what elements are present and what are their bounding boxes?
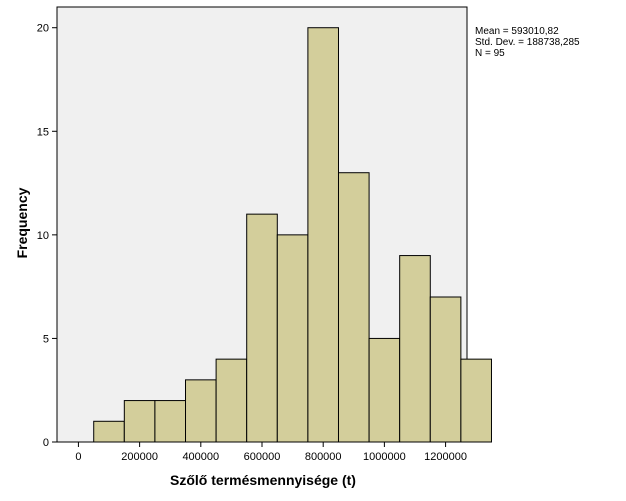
histogram-bar: [93, 420, 125, 443]
axes: 0 5 10 15 20 0 200000 400000 600000 800000 1000000…: [37, 23, 467, 463]
histogram-bar: [368, 337, 401, 443]
histogram-bar: [246, 213, 278, 443]
histogram-bar: [215, 358, 248, 443]
x-tick-label: 1000000: [363, 451, 406, 463]
x-tick-label: 600000: [244, 451, 281, 463]
stats-mean: Mean = 593010,82: [475, 26, 559, 37]
x-tick-label: 800000: [305, 451, 342, 463]
histogram-bars: [93, 27, 492, 443]
y-tick-label: 0: [43, 437, 49, 449]
x-tick-label: 200000: [121, 451, 158, 463]
x-axis-title: Szőlő termésmennyisége (t): [170, 472, 356, 488]
stats-n: N = 95: [475, 48, 505, 59]
histogram-bar: [460, 358, 492, 443]
x-tick-label: 0: [75, 451, 81, 463]
stats-std-dev: Std. Dev. = 188738,285: [475, 37, 580, 48]
histogram-bar: [185, 379, 217, 443]
x-tick-label: 400000: [182, 451, 219, 463]
y-tick-label: 10: [37, 230, 49, 242]
histogram-bar: [276, 234, 309, 443]
y-tick-label: 20: [37, 23, 49, 35]
histogram-bar: [337, 172, 370, 443]
histogram-bar: [154, 400, 187, 443]
y-tick-label: 15: [37, 126, 49, 138]
x-tick-label: 1200000: [424, 451, 467, 463]
statistics-box: Mean = 593010,82 Std. Dev. = 188738,285 …: [475, 26, 580, 59]
y-axis-title: Frequency: [14, 187, 30, 258]
histogram-bar: [399, 255, 431, 443]
histogram-bar: [307, 27, 339, 443]
y-tick-label: 5: [43, 333, 49, 345]
histogram-bar: [123, 400, 156, 443]
histogram-bar: [429, 296, 462, 443]
